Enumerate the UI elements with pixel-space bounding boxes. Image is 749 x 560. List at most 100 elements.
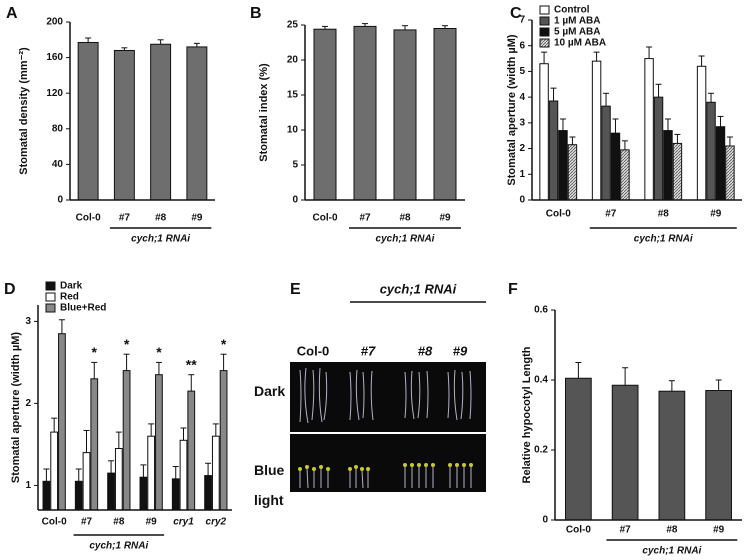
x-tick-label: #9 xyxy=(710,209,722,220)
y-tick-label: 5 xyxy=(292,160,298,171)
y-axis-label: Stomatal density (mm⁻²) xyxy=(18,47,30,175)
x-tick-label: #7 xyxy=(359,213,371,224)
bar xyxy=(393,29,417,201)
y-axis-label: Stomatal aperture (width µM) xyxy=(10,332,22,484)
legend-label: 5 µM ABA xyxy=(554,27,601,38)
group-label: cych;1 RNAi xyxy=(131,234,190,245)
y-tick-label: 200 xyxy=(46,17,63,28)
bar xyxy=(171,478,180,511)
bar xyxy=(611,384,639,521)
panel-letter: D xyxy=(4,281,16,298)
bar xyxy=(204,475,212,511)
bar xyxy=(672,142,683,201)
bar xyxy=(353,25,377,201)
legend-label: Dark xyxy=(60,281,83,292)
bar xyxy=(219,370,228,511)
y-axis-label: Stomatal aperture (width µM) xyxy=(506,34,518,186)
bar xyxy=(139,476,148,511)
bar xyxy=(147,435,156,511)
bar xyxy=(706,101,716,201)
bar xyxy=(114,448,123,511)
group-label: cych;1 RNAi xyxy=(376,234,435,245)
y-tick-label: 0.6 xyxy=(534,305,548,316)
annotation: * xyxy=(221,336,227,352)
legend-swatch xyxy=(539,38,550,48)
bar xyxy=(620,149,630,201)
row-label: Blue light xyxy=(254,462,285,508)
y-tick-label: 3 xyxy=(519,117,525,128)
annotation: * xyxy=(92,344,98,360)
y-tick-label: 2 xyxy=(519,143,525,154)
y-tick-label: 15 xyxy=(287,90,299,101)
x-tick-label: #8 xyxy=(666,525,678,536)
y-axis-label: Stomatal index (%) xyxy=(258,63,270,162)
y-tick-label: 20 xyxy=(287,55,299,66)
y-tick-label: 120 xyxy=(46,88,63,99)
bar xyxy=(211,435,220,511)
group-label: cych;1 RNAi xyxy=(89,541,148,552)
column-label: #9 xyxy=(453,343,468,358)
legend-label: Red xyxy=(60,292,79,303)
bar xyxy=(715,126,726,201)
y-tick-label: 2 xyxy=(25,398,31,409)
bar xyxy=(658,390,686,521)
group-label: cych;1 RNAi xyxy=(380,281,457,296)
legend-swatch xyxy=(45,292,56,302)
x-tick-label: Col-0 xyxy=(42,517,67,528)
y-axis-label: Relative hypocotyl Length xyxy=(521,346,533,483)
legend-swatch xyxy=(45,281,56,291)
bar xyxy=(82,452,91,511)
bar xyxy=(155,374,163,511)
x-tick-label: #9 xyxy=(146,517,158,528)
panel-letter: A xyxy=(6,5,18,22)
y-tick-label: 6 xyxy=(519,40,525,51)
bar xyxy=(122,370,131,511)
legend-label: Blue+Red xyxy=(60,303,106,314)
y-tick-label: 0.4 xyxy=(534,375,548,386)
annotation: * xyxy=(124,336,130,352)
legend-label: 1 µM ABA xyxy=(554,16,601,27)
bar xyxy=(565,377,592,521)
bar xyxy=(558,130,568,201)
legend-swatch xyxy=(539,16,550,26)
bar xyxy=(186,46,208,201)
bar xyxy=(601,105,611,201)
y-tick-label: 1 xyxy=(25,480,31,491)
column-label: #8 xyxy=(418,343,433,358)
bar xyxy=(663,130,673,201)
bar xyxy=(77,41,99,201)
bar xyxy=(696,65,707,201)
bar xyxy=(107,472,115,511)
x-tick-label: #8 xyxy=(658,209,670,220)
bar xyxy=(179,439,188,511)
bar xyxy=(591,60,602,201)
bar xyxy=(74,480,83,511)
column-label: #7 xyxy=(361,343,376,358)
bar xyxy=(42,480,51,511)
annotation: ** xyxy=(186,356,197,372)
bar xyxy=(567,144,578,201)
legend-swatch xyxy=(45,303,56,313)
x-tick-label: #9 xyxy=(191,213,203,224)
bar xyxy=(548,100,559,201)
legend-swatch xyxy=(539,5,550,15)
y-tick-label: 0 xyxy=(542,515,548,526)
x-tick-label: #8 xyxy=(399,213,411,224)
bar xyxy=(187,390,196,511)
x-tick-label: #9 xyxy=(713,525,725,536)
bar xyxy=(113,49,135,201)
group-label: cych;1 RNAi xyxy=(642,546,701,557)
legend-label: 10 µM ABA xyxy=(554,38,606,49)
panel-letter: F xyxy=(508,281,518,298)
y-tick-label: 0 xyxy=(519,195,525,206)
bar xyxy=(433,28,457,201)
y-tick-label: 160 xyxy=(46,52,63,63)
y-tick-label: 7 xyxy=(519,15,525,26)
y-tick-label: 0.2 xyxy=(534,445,548,456)
legend-label: Control xyxy=(554,5,590,16)
panel-letter: E xyxy=(290,281,301,298)
bar xyxy=(90,378,99,511)
bar xyxy=(725,145,735,201)
column-label: Col-0 xyxy=(297,343,330,358)
